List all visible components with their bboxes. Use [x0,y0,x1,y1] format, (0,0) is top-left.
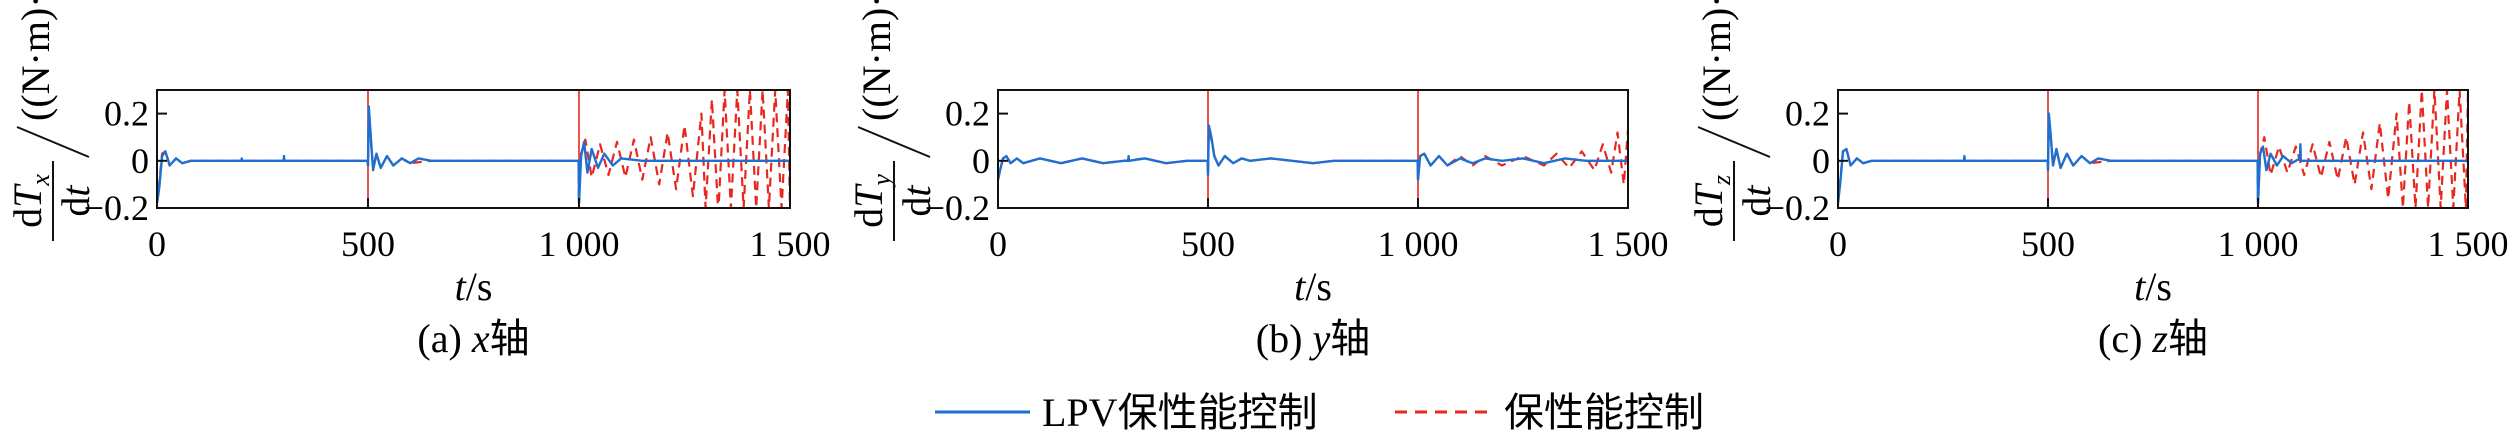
y-num-d: d [5,208,50,228]
y-num-d: d [1686,207,1731,227]
panel-caption: (b) y轴 [1256,316,1370,361]
y-num-sub: y [867,174,896,189]
y-label-slash [1697,126,1771,158]
y-label-unit: ((N·m)·s−1) [851,0,899,121]
plot-frame [1837,89,2469,209]
y-num-var: T [1686,182,1731,207]
y-den-var: t [894,185,939,197]
y-den-d: d [894,197,939,217]
caption-axis: z [2151,316,2168,361]
series-lpv-line [157,105,790,205]
y-label-denominator: dt [53,185,98,217]
y-label-slash [857,126,931,158]
x-tick-label: 0 [1829,224,1847,264]
caption-prefix: (a) [417,316,471,361]
y-label-slash [16,126,90,158]
x-tick-label: 500 [341,224,395,264]
x-tick-label: 1 000 [539,224,620,264]
y-tick-label: 0 [131,141,149,181]
x-axis-unit: /s [2145,264,2172,309]
y-den-d: d [1734,197,1779,217]
panel-caption: (c) z轴 [2098,316,2208,361]
y-label-numerator: dTz [1686,175,1736,227]
series-group [157,90,790,208]
caption-suffix: 轴 [1330,316,1370,361]
y-label-denominator: dt [1734,185,1779,217]
y-tick-label: −0.2 [1765,188,1830,228]
y-label-unit: ((N·m)·s−1) [1691,0,1739,121]
y-tick-label: 0.2 [945,94,990,134]
y-tick-label: 0.2 [104,94,149,134]
plot-frame [997,89,1629,209]
x-axis-unit: /s [466,264,493,309]
y-num-d: d [846,208,891,228]
x-axis-label: t/s [1294,264,1332,309]
y-label-numerator: dTy [846,174,896,228]
y-tick-label: −0.2 [925,188,990,228]
plot-frame [156,89,791,209]
caption-suffix: 轴 [2168,316,2208,361]
legend: LPV保性能控制 保性能控制 [935,390,1704,435]
caption-axis: y [1308,316,1330,361]
x-axis-var: t [2134,264,2146,309]
y-num-sub: z [1707,175,1736,186]
x-tick-label: 1 500 [750,224,831,264]
panel-caption: (a) x轴 [417,316,529,361]
y-den-d: d [53,197,98,217]
series-dashed-line [157,90,790,208]
x-tick-label: 500 [1181,224,1235,264]
x-axis-label: t/s [455,264,493,309]
x-axis-var: t [1294,264,1306,309]
series-group [1838,90,2468,208]
series-group [998,124,1628,186]
legend-label-dashed: 保性能控制 [1504,390,1704,435]
caption-prefix: (b) [1256,316,1313,361]
y-unit-main: ((N·m)·s [13,0,58,121]
x-tick-label: 1 500 [1588,224,1669,264]
caption-suffix: 轴 [490,316,530,361]
series-lpv-line [998,124,1628,181]
y-num-sub: x [26,174,55,187]
y-label-numerator: dTx [5,174,55,228]
y-tick-label: 0 [1812,141,1830,181]
x-tick-label: 1 500 [2428,224,2509,264]
x-axis-unit: /s [1305,264,1332,309]
x-tick-label: 0 [148,224,166,264]
y-den-var: t [53,185,98,197]
y-unit-main: ((N·m)·s [854,0,899,121]
y-tick-label: 0 [972,141,990,181]
series-dashed-line [1838,90,2468,208]
series-lpv-line [1838,112,2468,205]
legend-label-lpv: LPV保性能控制 [1042,390,1318,435]
y-unit-main: ((N·m)·s [1694,0,1739,121]
y-num-var: T [846,183,891,208]
y-label-denominator: dt [894,185,939,217]
series-dashed-line [998,129,1628,186]
x-tick-label: 1 000 [2218,224,2299,264]
y-den-var: t [1734,185,1779,197]
caption-prefix: (c) [2098,316,2152,361]
y-label-unit: ((N·m)·s−1) [10,0,58,121]
y-tick-label: −0.2 [84,188,149,228]
x-tick-label: 1 000 [1378,224,1459,264]
x-tick-label: 0 [989,224,1007,264]
y-num-var: T [5,183,50,208]
x-axis-label: t/s [2134,264,2172,309]
y-tick-label: 0.2 [1785,94,1830,134]
caption-axis: x [471,316,490,361]
x-tick-label: 500 [2021,224,2075,264]
x-axis-var: t [455,264,467,309]
